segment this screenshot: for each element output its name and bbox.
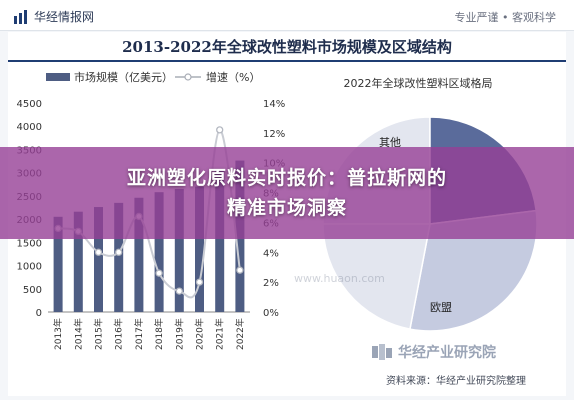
y-right-tick-label: 4%	[263, 248, 279, 259]
pie-title: 2022年全球改性塑料区域格局	[344, 76, 493, 90]
brand[interactable]: 华经情报网	[14, 8, 94, 25]
x-tick-label: 2018年	[153, 318, 165, 350]
growth-point	[94, 248, 103, 256]
bar	[154, 192, 164, 312]
growth-point	[195, 278, 204, 286]
watermark-logo: 华经产业研究院	[372, 342, 496, 362]
legend-swatch-bar	[46, 73, 70, 81]
brand-name: 华经情报网	[34, 10, 95, 24]
watermark-url: www.huaon.com	[294, 272, 385, 285]
y-right-tick-label: 0%	[263, 308, 279, 319]
institute-logo-icon	[372, 344, 392, 360]
y-right-tick-label: 12%	[263, 129, 285, 140]
growth-point	[236, 266, 244, 274]
x-tick-label: 2013年	[52, 318, 64, 350]
x-tick-label: 2020年	[194, 318, 206, 350]
y-left-tick-label: 4500	[17, 99, 42, 110]
y-right-tick-label: 14%	[263, 99, 285, 110]
x-tick-label: 2016年	[113, 318, 125, 350]
growth-point	[175, 287, 183, 295]
y-left-tick-label: 1500	[17, 238, 42, 249]
x-tick-label: 2014年	[72, 318, 84, 350]
y-left-tick-label: 4000	[17, 122, 42, 133]
slogan: 专业严谨 • 客观科学	[454, 11, 556, 24]
source-note: 资料来源：华经产业研究院整理	[386, 376, 526, 387]
top-bar: 华经情报网 专业严谨 • 客观科学	[0, 0, 574, 31]
x-tick-label: 2017年	[133, 318, 145, 350]
legend-label-bar: 市场规模（亿美元）	[74, 70, 173, 84]
y-right-tick-label: 2%	[263, 278, 279, 289]
legend-label-line: 增速（%）	[206, 70, 260, 84]
bar	[73, 211, 83, 312]
pie-label: 欧盟	[430, 301, 452, 314]
bar	[174, 188, 184, 312]
brand-logo-icon	[14, 9, 27, 24]
bar	[53, 216, 63, 312]
x-tick-label: 2021年	[214, 318, 226, 350]
y-left-tick-label: 1000	[17, 262, 42, 273]
bar	[114, 202, 124, 312]
watermark-logo-text: 华经产业研究院	[398, 345, 496, 361]
headline-line-2: 精准市场洞察	[226, 197, 347, 219]
bar	[134, 197, 144, 312]
bar	[195, 186, 204, 312]
x-tick-label: 2015年	[93, 318, 105, 350]
y-left-tick-label: 500	[23, 285, 42, 296]
bar	[94, 207, 103, 312]
main-title: 2013-2022年全球改性塑料市场规模及区域结构	[122, 37, 452, 56]
x-tick-label: 2022年	[234, 318, 246, 350]
growth-point	[216, 126, 224, 134]
legend-marker-line	[184, 73, 192, 81]
growth-point	[115, 248, 123, 256]
y-left-tick-label: 0	[36, 308, 42, 319]
headline-banner[interactable]: 亚洲塑化原料实时报价：普拉斯网的 精准市场洞察	[0, 147, 574, 239]
growth-point	[155, 269, 163, 277]
bar	[215, 170, 225, 312]
pie-label: 其他	[379, 136, 401, 149]
headline-line-1: 亚洲塑化原料实时报价：普拉斯网的	[126, 167, 447, 189]
title-bar: 2013-2022年全球改性塑料市场规模及区域结构	[8, 32, 566, 62]
x-tick-label: 2019年	[173, 318, 185, 350]
